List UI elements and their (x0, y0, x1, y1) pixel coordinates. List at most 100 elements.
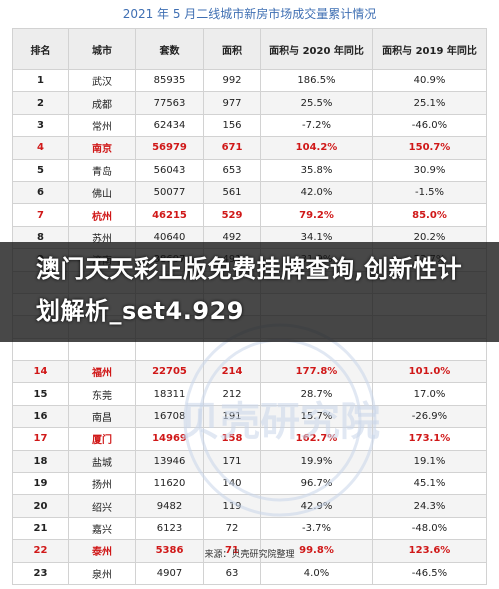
cell-area: 671 (203, 136, 261, 160)
cell-yoy-2019: 173.1% (372, 427, 487, 451)
cell-rank: 6 (12, 180, 69, 205)
cell-yoy-2019: 123.6% (372, 539, 487, 563)
cell-units: 5386 (135, 539, 204, 563)
cell-yoy-2019: 17.0% (372, 382, 487, 406)
table-row: 16 南昌 16708 191 15.7% -26.9% (12, 404, 487, 429)
cell-yoy-2020: 42.9% (260, 494, 373, 518)
cell-yoy-2019: -46.0% (372, 113, 487, 138)
cell-city: 青岛 (68, 158, 136, 182)
cell-yoy-2020: 79.2% (260, 203, 373, 227)
cell-city: 扬州 (68, 472, 136, 496)
cell-city: 成都 (68, 91, 136, 115)
table-row: 18 盐城 13946 171 19.9% 19.1% (12, 449, 487, 474)
cell-yoy-2020: 19.9% (260, 449, 373, 474)
cell-city: 福州 (68, 360, 136, 384)
cell-rank: 3 (12, 113, 69, 138)
cell-units: 6123 (135, 516, 204, 541)
cell-city: 南昌 (68, 404, 136, 429)
table-row: 2 成都 77563 977 25.5% 25.1% (12, 91, 487, 115)
table-row: 14 福州 22705 214 177.8% 101.0% (12, 360, 487, 384)
cell-units: 13946 (135, 449, 204, 474)
table-row: 21 嘉兴 6123 72 -3.7% -48.0% (12, 516, 487, 541)
cell-yoy-2019: -48.0% (372, 516, 487, 541)
cell-area: 992 (203, 68, 261, 93)
cell-rank: 17 (12, 427, 69, 451)
cell-yoy-2020: 99.8% (260, 539, 373, 563)
overlay-headline[interactable]: 澳门天天彩正版免费挂牌查询,创新性计划解析_set4.929 (36, 255, 463, 325)
cell-area: 119 (203, 494, 261, 518)
cell-yoy-2020: 28.7% (260, 382, 373, 406)
column-header-yoy-2019: 面积与 2019 年同比 (372, 28, 487, 70)
column-header-rank: 排名 (12, 28, 69, 70)
column-header-area: 面积 (203, 28, 261, 70)
cell-yoy-2019: 30.9% (372, 158, 487, 182)
cell-units: 62434 (135, 113, 204, 138)
cell-rank: 4 (12, 136, 69, 160)
table-row: 6 佛山 50077 561 42.0% -1.5% (12, 180, 487, 205)
cell-yoy-2020: 4.0% (260, 561, 373, 585)
cell-rank: 5 (12, 158, 69, 182)
cell-area: 653 (203, 158, 261, 182)
cell-city: 嘉兴 (68, 516, 136, 541)
cell-units: 77563 (135, 91, 204, 115)
cell-yoy-2019: 85.0% (372, 203, 487, 227)
cell-rank: 15 (12, 382, 69, 406)
cell-area: 156 (203, 113, 261, 138)
cell-city: 武汉 (68, 68, 136, 93)
cell-units: 56979 (135, 136, 204, 160)
cell-units: 85935 (135, 68, 204, 93)
cell-city: 泉州 (68, 561, 136, 585)
cell-units: 50077 (135, 180, 204, 205)
cell-units: 11620 (135, 472, 204, 496)
cell-yoy-2019: 19.1% (372, 449, 487, 474)
cell-yoy-2019: -26.9% (372, 404, 487, 429)
cell-yoy-2019: -46.5% (372, 561, 487, 585)
cell-rank: 20 (12, 494, 69, 518)
cell-units: 46215 (135, 203, 204, 227)
cell-yoy-2020: 186.5% (260, 68, 373, 93)
cell-area: 977 (203, 91, 261, 115)
cell-yoy-2020: -7.2% (260, 113, 373, 138)
table-row: 4 南京 56979 671 104.2% 150.7% (12, 136, 487, 160)
cell-rank: 18 (12, 449, 69, 474)
header-row: 排名 城市 套数 面积 面积与 2020 年同比 面积与 2019 年同比 (12, 28, 487, 70)
cell-rank: 7 (12, 203, 69, 227)
cell-city: 盐城 (68, 449, 136, 474)
cell-city: 南京 (68, 136, 136, 160)
cell-rank: 23 (12, 561, 69, 585)
overlay-banner (0, 242, 499, 342)
cell-yoy-2020: 25.5% (260, 91, 373, 115)
cell-area: 214 (203, 360, 261, 384)
cell-rank: 14 (12, 360, 69, 384)
cell-area: 212 (203, 382, 261, 406)
cell-rank: 21 (12, 516, 69, 541)
table-row: 15 东莞 18311 212 28.7% 17.0% (12, 382, 487, 406)
cell-yoy-2019: 150.7% (372, 136, 487, 160)
cell-yoy-2020: 104.2% (260, 136, 373, 160)
cell-yoy-2019: -1.5% (372, 180, 487, 205)
table-row: 5 青岛 56043 653 35.8% 30.9% (12, 158, 487, 182)
cell-area: 63 (203, 561, 261, 585)
cell-yoy-2019: 101.0% (372, 360, 487, 384)
cell-area: 171 (203, 449, 261, 474)
cell-units: 56043 (135, 158, 204, 182)
cell-yoy-2020: 96.7% (260, 472, 373, 496)
source-note: 来源：贝壳研究院整理 (204, 550, 295, 560)
cell-area: 140 (203, 472, 261, 496)
cell-rank: 19 (12, 472, 69, 496)
cell-city: 常州 (68, 113, 136, 138)
table-row: 19 扬州 11620 140 96.7% 45.1% (12, 472, 487, 496)
cell-units: 16708 (135, 404, 204, 429)
column-header-yoy-2020: 面积与 2020 年同比 (260, 28, 373, 70)
cell-yoy-2020: 177.8% (260, 360, 373, 384)
table-row: 17 厦门 14969 158 162.7% 173.1% (12, 427, 487, 451)
cell-units: 4907 (135, 561, 204, 585)
cell-city: 东莞 (68, 382, 136, 406)
cell-rank: 1 (12, 68, 69, 93)
cell-rank: 2 (12, 91, 69, 115)
cell-units: 14969 (135, 427, 204, 451)
cell-area: 191 (203, 404, 261, 429)
column-header-city: 城市 (68, 28, 136, 70)
cell-rank: 22 (12, 539, 69, 563)
cell-units: 22705 (135, 360, 204, 384)
